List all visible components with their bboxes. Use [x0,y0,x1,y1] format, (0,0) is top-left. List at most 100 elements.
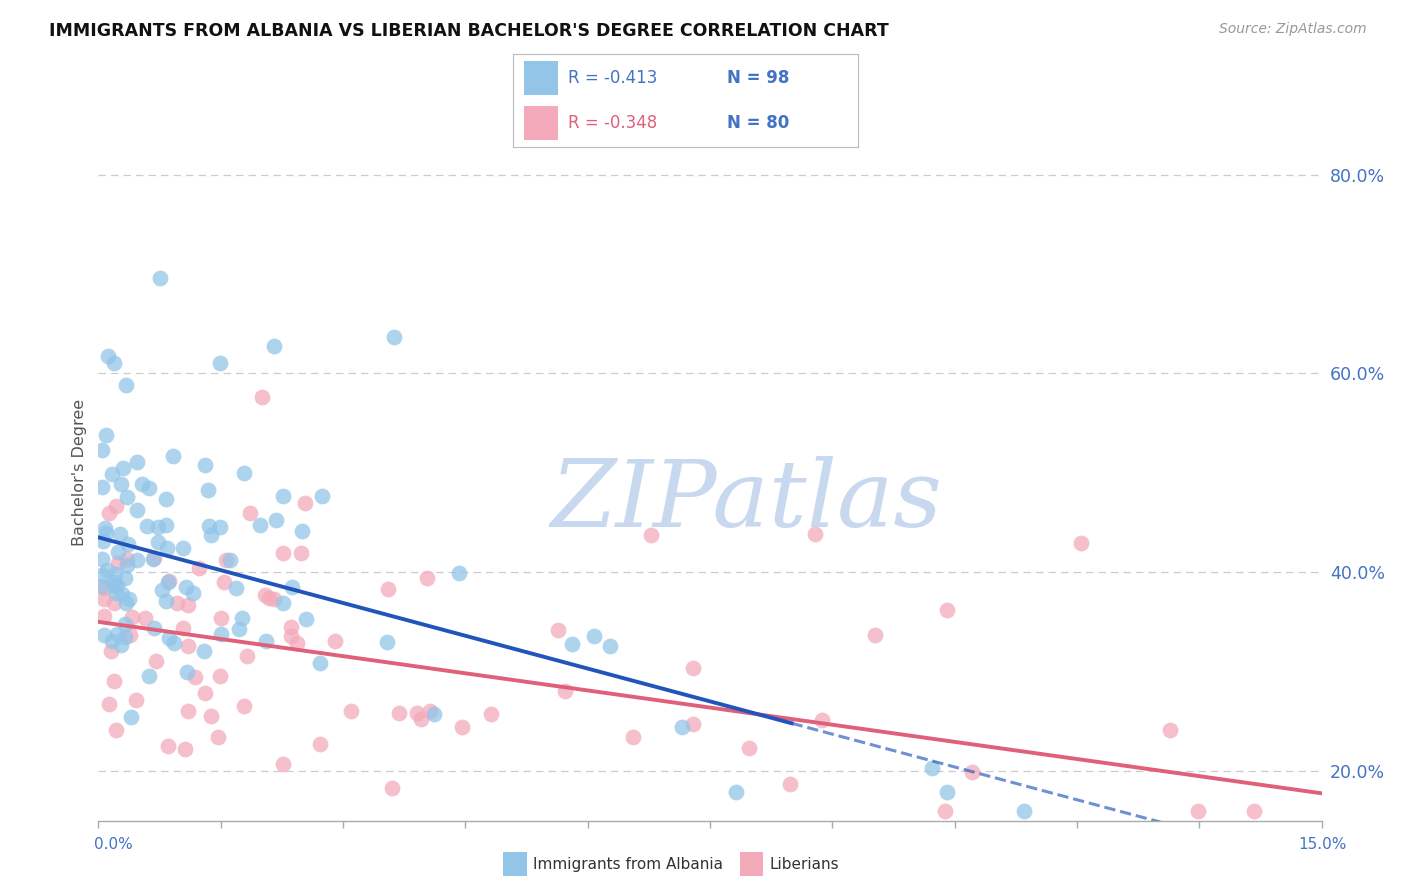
Point [107,545,129,559]
Point [134,611,156,625]
Point [150,583,173,598]
Point [177,598,200,612]
Point [419,704,441,718]
Point [253,588,276,602]
Text: R = -0.413: R = -0.413 [568,69,658,87]
Text: ZIPatlas: ZIPatlas [551,456,942,546]
Text: N = 80: N = 80 [727,114,789,132]
Point [101,467,124,482]
Bar [740,853,763,876]
Point [157,632,180,646]
Point [291,524,314,539]
Point [294,495,316,509]
Point [103,596,125,610]
Point [115,490,138,504]
Point [142,552,165,566]
Point [233,699,256,714]
Point [211,626,233,640]
Point [285,636,308,650]
Point [263,592,285,607]
Point [108,526,131,541]
Point [98,698,121,712]
Point [96,563,118,577]
Point [271,596,294,610]
Point [145,654,167,668]
Point [250,390,273,404]
Point [209,611,232,625]
Point [149,271,172,285]
Point [96,427,118,442]
Point [547,624,569,638]
Point [104,586,127,600]
Point [91,552,114,566]
Point [209,520,232,534]
Point [105,578,128,592]
Point [138,669,160,683]
Point [146,519,169,533]
Point [172,541,194,555]
Point [117,558,139,573]
Point [935,603,957,617]
Point [103,356,125,370]
Y-axis label: Bachelor's Degree: Bachelor's Degree [72,400,87,546]
Point [935,785,957,799]
Point [115,596,138,610]
Point [554,684,576,698]
Point [162,449,184,463]
Point [94,521,117,535]
Text: IMMIGRANTS FROM ALBANIA VS LIBERIAN BACHELOR'S DEGREE CORRELATION CHART: IMMIGRANTS FROM ALBANIA VS LIBERIAN BACH… [49,22,889,40]
Point [377,582,399,596]
Point [155,517,177,532]
Point [125,455,148,469]
Bar [523,106,558,140]
Point [281,580,304,594]
Point [148,535,170,549]
Point [449,566,471,580]
Point [177,639,200,653]
Text: Immigrants from Albania: Immigrants from Albania [533,857,723,871]
Point [934,804,956,818]
Point [263,339,285,353]
Point [375,635,398,649]
Point [340,704,363,718]
Point [112,461,135,475]
Point [960,765,983,780]
Point [1243,804,1265,818]
Point [804,526,827,541]
Point [197,483,219,497]
Point [110,476,132,491]
Point [295,612,318,626]
Bar [503,853,527,876]
Text: Source: ZipAtlas.com: Source: ZipAtlas.com [1219,22,1367,37]
Point [225,581,247,595]
Point [115,378,138,392]
Point [111,587,134,601]
Point [114,630,136,644]
Point [271,489,294,503]
Point [103,673,125,688]
Point [172,621,194,635]
Point [156,541,179,555]
Point [166,596,188,610]
Point [779,777,801,791]
Point [174,742,197,756]
Point [239,506,262,520]
Point [254,634,277,648]
Point [101,634,124,648]
Point [181,586,204,600]
Point [682,660,704,674]
Point [91,443,114,458]
Point [104,578,127,592]
Point [135,519,157,533]
Point [176,665,198,679]
Point [308,656,330,670]
Point [682,717,704,731]
Point [290,546,312,560]
Point [94,525,117,540]
Text: 0.0%: 0.0% [94,838,134,852]
Point [325,634,347,648]
Point [406,706,429,720]
Point [479,707,502,722]
Point [155,593,177,607]
Point [194,686,217,700]
